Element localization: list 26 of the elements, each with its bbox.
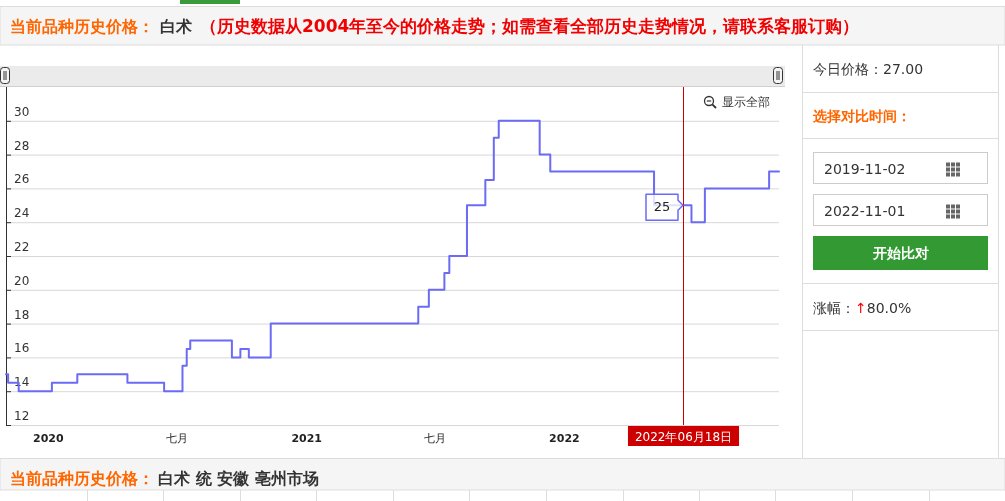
text: 2019-11-02	[824, 160, 906, 177]
annotation: 显示全部	[722, 95, 770, 109]
y-tick-label: 26	[14, 172, 30, 187]
x-tick-label: 七月	[165, 432, 188, 445]
y-tick-label: 22	[14, 240, 30, 254]
text: 当前品种历史价格：白术 统 安徽 亳州市场	[10, 469, 319, 488]
y-tick-label: 24	[14, 206, 30, 221]
text: 开始比对	[871, 245, 929, 261]
text: 涨幅：↑80.0%	[813, 300, 912, 316]
chart-title: 当前品种历史价格：白术	[10, 17, 192, 36]
text: 2022-11-01	[824, 202, 906, 219]
text: 选择对比时间：	[812, 108, 911, 124]
text: 今日价格：27.00	[813, 61, 924, 77]
annotation: 25	[653, 199, 671, 215]
ref-line-label: 2022年06月18日	[634, 430, 733, 444]
chart-subtitle: （历史数据从2004年至今的价格走势；如需查看全部历史走势情况，请联系客服订购）	[200, 16, 860, 36]
y-tick-label: 28	[14, 138, 30, 153]
y-tick-label: 20	[14, 273, 30, 288]
y-tick-label: 12	[14, 409, 30, 423]
y-tick-label: 18	[14, 307, 30, 322]
x-tick-label: 七月	[423, 432, 446, 445]
y-tick-label: 30	[14, 104, 30, 119]
x-tick-label: 2021	[291, 432, 323, 445]
x-tick-label: 2020	[33, 432, 65, 445]
x-tick-label: 2022	[549, 432, 580, 445]
y-tick-label: 16	[14, 341, 30, 356]
